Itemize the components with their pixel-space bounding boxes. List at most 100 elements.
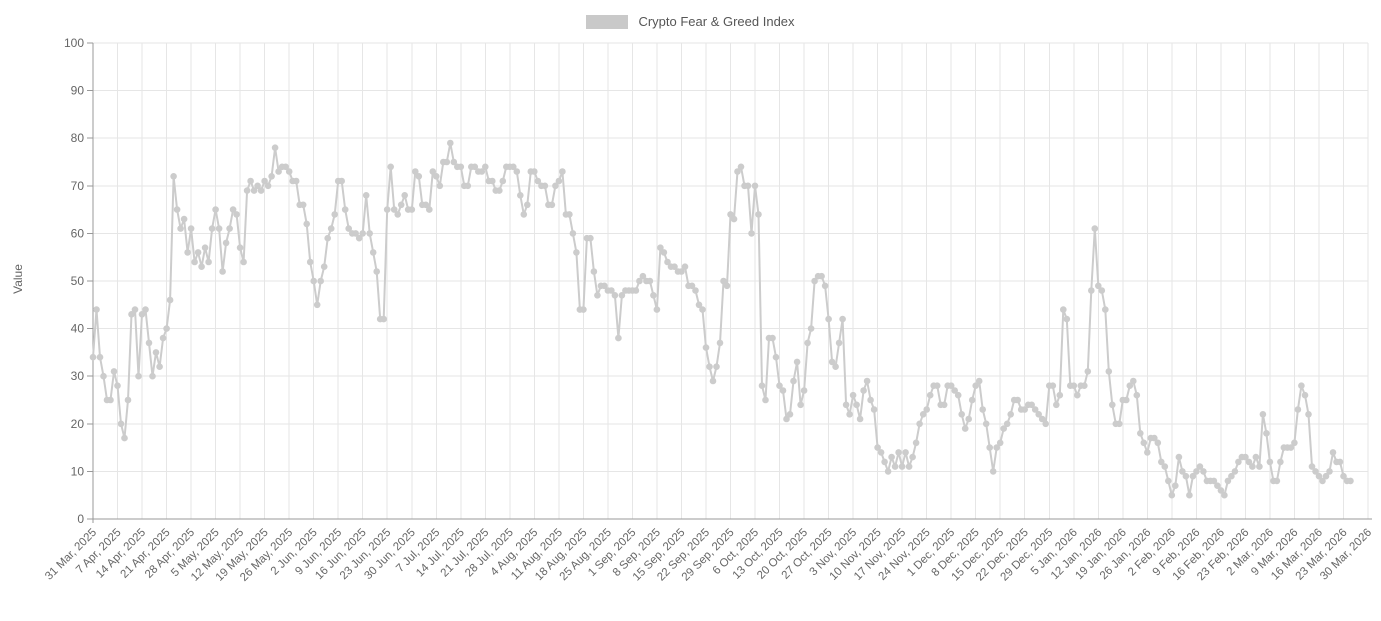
data-point-marker: [412, 168, 419, 175]
data-point-marker: [1123, 396, 1130, 404]
data-point-marker: [285, 168, 293, 175]
data-point-marker: [744, 182, 752, 190]
data-point-marker: [996, 439, 1004, 447]
data-point-marker: [835, 339, 843, 347]
y-tick-label: 0: [77, 512, 84, 526]
data-point-marker: [489, 177, 496, 185]
data-point-marker: [422, 201, 430, 209]
data-point-marker: [891, 463, 899, 470]
y-axis-title: Value: [11, 264, 25, 294]
data-point-marker: [100, 372, 107, 380]
data-point-marker: [240, 258, 247, 266]
data-point-marker: [517, 192, 524, 199]
data-point-marker: [89, 353, 97, 361]
data-point-marker: [730, 215, 738, 223]
data-point-marker: [961, 425, 969, 432]
data-point-marker: [1210, 477, 1218, 485]
data-point-marker: [1214, 482, 1221, 490]
data-point-marker: [1294, 406, 1302, 413]
data-point-marker: [1175, 453, 1183, 461]
data-point-marker: [180, 215, 188, 223]
data-point-marker: [751, 182, 759, 190]
data-point-marker: [769, 334, 776, 342]
data-point-marker: [1291, 439, 1298, 447]
data-point-marker: [408, 206, 416, 213]
y-tick-label: 20: [71, 417, 85, 431]
data-point-marker: [397, 201, 405, 209]
data-point-marker: [849, 391, 857, 399]
data-point-marker: [215, 225, 223, 232]
data-point-marker: [653, 306, 661, 313]
data-point-marker: [250, 187, 258, 194]
data-point-marker: [478, 168, 486, 175]
y-tick-label: 50: [71, 274, 85, 288]
data-point-marker: [373, 268, 381, 275]
data-point-marker: [482, 163, 489, 171]
data-point-marker: [124, 396, 132, 404]
data-point-marker: [292, 177, 300, 185]
data-point-marker: [194, 249, 202, 256]
data-point-marker: [895, 449, 902, 456]
data-point-marker: [716, 339, 724, 347]
data-point-marker: [1326, 468, 1333, 475]
data-point-marker: [821, 282, 829, 290]
data-point-marker: [1249, 463, 1256, 470]
data-point-marker: [433, 173, 440, 180]
data-point-marker: [783, 415, 790, 423]
data-point-marker: [1161, 463, 1169, 470]
data-point-marker: [149, 372, 156, 380]
data-point-marker: [842, 401, 850, 409]
data-point-marker: [96, 353, 104, 361]
data-point-marker: [846, 411, 853, 418]
data-point-marker: [965, 415, 972, 423]
data-point-marker: [254, 182, 261, 190]
data-point-marker: [345, 225, 353, 232]
data-point-marker: [426, 206, 433, 213]
y-tick-label: 100: [64, 36, 84, 50]
data-point-marker: [366, 230, 374, 237]
data-point-marker: [1186, 491, 1193, 499]
data-point-marker: [1158, 458, 1165, 466]
data-point-marker: [464, 182, 472, 190]
data-point-marker: [632, 287, 640, 294]
data-point-marker: [1130, 377, 1137, 385]
data-point-marker: [877, 449, 885, 456]
data-point-marker: [979, 406, 986, 413]
data-point-marker: [608, 287, 615, 294]
data-point-marker: [320, 263, 328, 271]
data-point-marker: [142, 306, 149, 313]
data-point-marker: [940, 401, 948, 409]
data-point-marker: [327, 225, 335, 232]
data-point-marker: [387, 163, 395, 171]
data-point-marker: [1172, 482, 1179, 490]
data-point-marker: [275, 168, 282, 175]
data-point-marker: [1105, 368, 1113, 375]
data-point-marker: [1035, 411, 1042, 418]
legend-swatch: [586, 14, 629, 29]
data-point-marker: [499, 177, 507, 185]
data-point-marker: [1021, 406, 1028, 413]
data-point-marker: [853, 401, 860, 409]
data-point-marker: [839, 315, 846, 323]
legend-item-fear-greed-index[interactable]: Crypto Fear & Greed Index: [586, 14, 795, 29]
data-point-marker: [184, 249, 191, 256]
data-point-marker: [93, 306, 100, 313]
data-point-marker: [559, 168, 566, 175]
data-point-marker: [341, 206, 349, 213]
data-point-marker: [909, 453, 916, 461]
data-point-marker: [1196, 463, 1204, 470]
data-point-marker: [205, 258, 212, 266]
data-points: [89, 139, 1354, 499]
data-point-marker: [166, 296, 174, 304]
data-point-marker: [1084, 368, 1092, 375]
data-point-marker: [415, 173, 423, 180]
data-point-marker: [860, 387, 867, 394]
data-point-marker: [688, 282, 696, 290]
data-point-marker: [800, 387, 808, 394]
data-point-marker: [916, 420, 923, 428]
data-point-marker: [933, 382, 941, 390]
data-point-marker: [902, 449, 909, 456]
data-point-marker: [776, 382, 783, 390]
data-point-marker: [1031, 406, 1039, 413]
